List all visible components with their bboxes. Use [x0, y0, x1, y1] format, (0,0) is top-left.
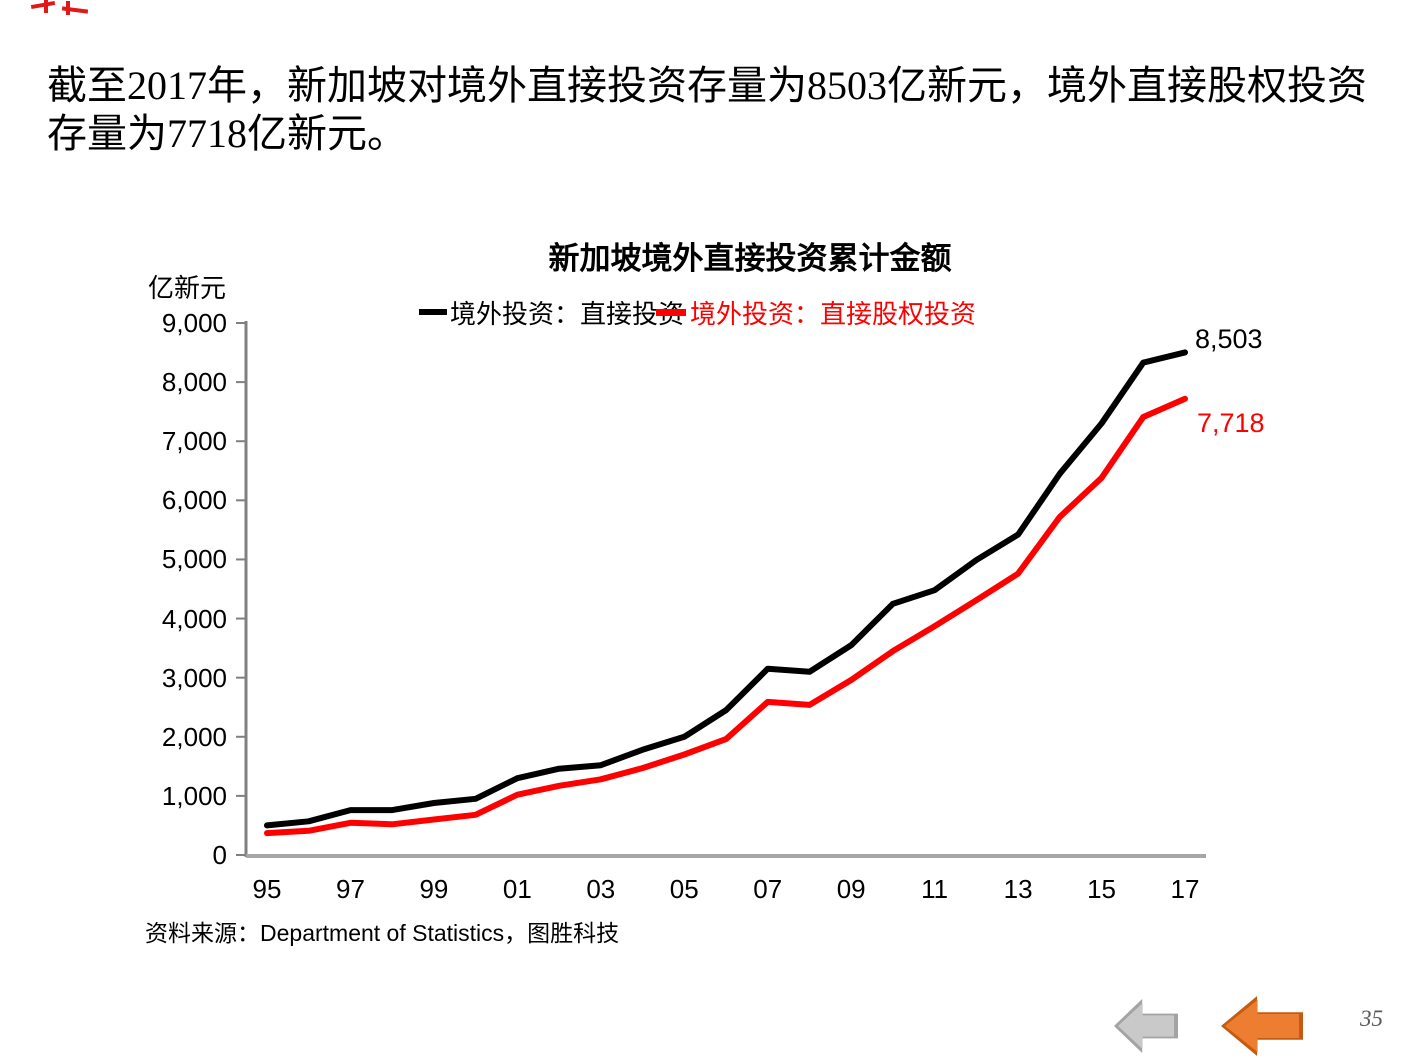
x-tick-label: 97 [335, 874, 365, 904]
x-tick-label: 11 [921, 874, 949, 904]
y-tick-label: 4,000 [161, 603, 227, 634]
x-tick-label: 17 [1170, 874, 1200, 904]
y-tick-label: 2,000 [161, 721, 227, 752]
x-tick-label: 07 [753, 874, 783, 904]
y-tick-label: 5,000 [161, 544, 227, 575]
x-tick-label: 05 [669, 874, 699, 904]
nav-arrow-gray-fill [1118, 1003, 1174, 1049]
series-line-equity-investment [264, 395, 1188, 837]
y-tick-label: 9,000 [161, 308, 227, 338]
source-note: 资料来源：Department of Statistics，图胜科技 [145, 920, 620, 946]
x-tick-label: 13 [1003, 874, 1033, 904]
y-tick-label: 7,000 [161, 426, 227, 457]
y-axis-unit-label: 亿新元 [148, 273, 227, 303]
chart-title: 新加坡境外直接投资累计金额 [548, 241, 952, 276]
nav-arrow-orange-icon[interactable] [1221, 996, 1303, 1056]
y-tick-label: 1,000 [161, 780, 227, 811]
slide-heading: 截至2017年，新加坡对境外直接投资存量为8503亿新元，境外直接股权投资存量为… [47, 63, 1367, 156]
x-tick-label: 95 [252, 874, 282, 904]
x-tick-label: 09 [836, 874, 866, 904]
legend-line-swatch-black [419, 309, 447, 315]
y-tick-label: 3,000 [161, 662, 227, 693]
nav-arrow-orange-fill [1225, 1000, 1299, 1052]
y-tick-label: 8,000 [161, 367, 227, 398]
series-line-direct-investment [264, 349, 1188, 829]
x-tick-label: 01 [502, 874, 532, 904]
page-number: 35 [1360, 1006, 1383, 1031]
legend-line-swatch-red [656, 309, 686, 316]
red-artifact-stroke [30, 0, 56, 10]
x-tick-label: 15 [1087, 874, 1116, 904]
x-tick-label: 03 [586, 874, 616, 904]
y-tick-label: 0 [212, 840, 227, 870]
data-label-red-series: 7,718 [1197, 408, 1265, 438]
data-label-black-series: 8,503 [1195, 324, 1263, 354]
y-tick-label: 6,000 [161, 485, 227, 516]
nav-arrow-gray-icon[interactable] [1114, 999, 1178, 1053]
legend-label-direct-investment: 境外投资：直接投资 [450, 299, 685, 329]
legend-label-equity-investment: 境外投资：直接股权投资 [690, 299, 977, 329]
red-artifact-stroke [44, 0, 48, 13]
x-tick-label: 99 [419, 874, 449, 904]
